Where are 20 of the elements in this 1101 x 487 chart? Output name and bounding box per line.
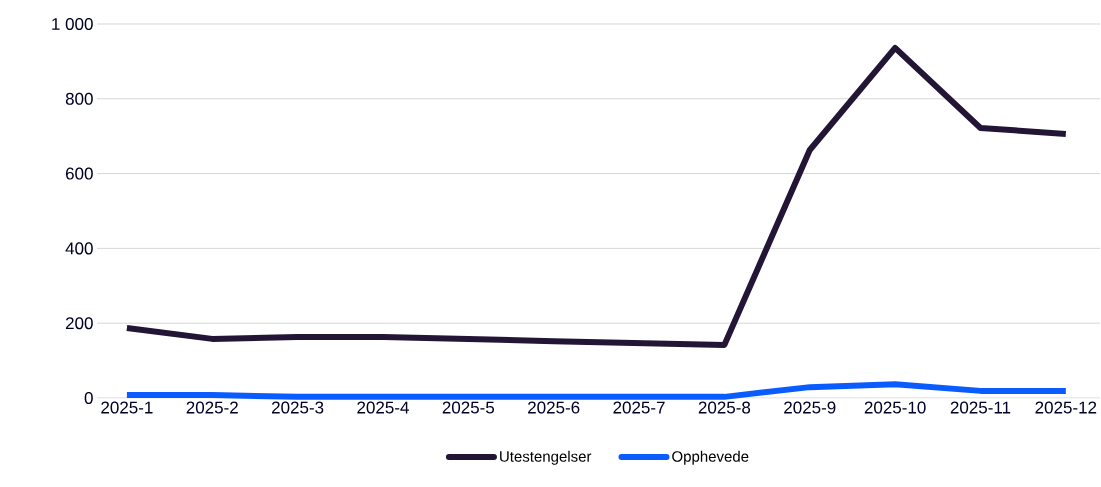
legend-label: Opphevede <box>672 450 749 465</box>
x-tick-label: 2025-7 <box>613 401 665 414</box>
y-tick-label: 400 <box>65 242 93 255</box>
x-tick-label: 2025-1 <box>101 401 153 414</box>
x-tick-label: 2025-9 <box>784 401 836 414</box>
x-tick-label: 2025-10 <box>864 401 926 414</box>
y-tick-label: 800 <box>65 92 93 105</box>
x-tick-label: 2025-11 <box>950 401 1011 414</box>
x-tick-label: 2025-6 <box>528 401 580 414</box>
y-tick-label: 1 000 <box>52 17 93 31</box>
x-tick-label: 2025-3 <box>272 401 324 414</box>
y-tick-label: 200 <box>65 317 93 330</box>
y-tick-label: 600 <box>65 167 93 180</box>
x-tick-label: 2025-5 <box>442 401 495 414</box>
legend-label: Utestengelser <box>500 450 592 465</box>
x-tick-label: 2025-4 <box>357 401 409 414</box>
x-tick-label: 2025-12 <box>1035 401 1097 414</box>
x-tick-label: 2025-8 <box>698 401 751 414</box>
x-tick-label: 2025-2 <box>186 401 238 414</box>
y-tick-label: 0 <box>84 391 93 405</box>
